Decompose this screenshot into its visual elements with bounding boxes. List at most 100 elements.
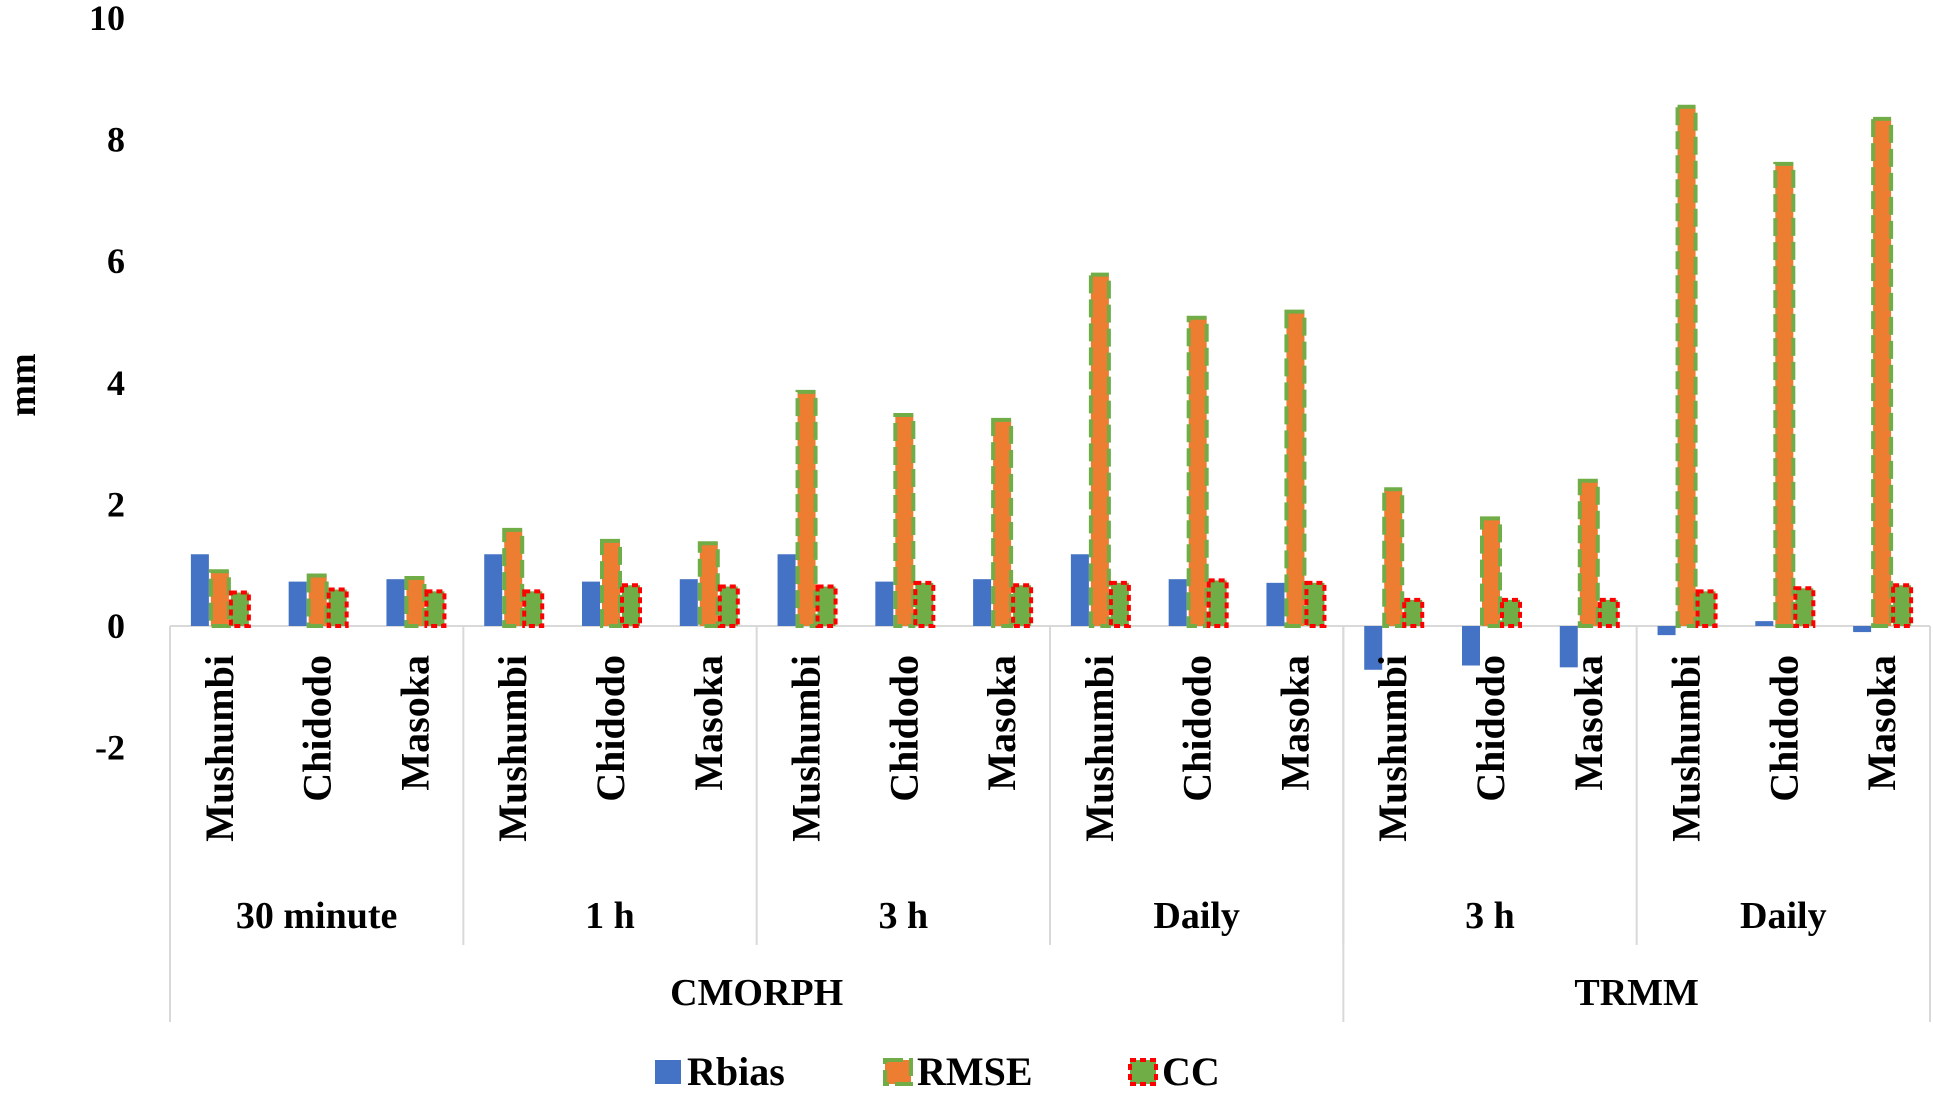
- bar-rmse: [306, 573, 329, 629]
- bar-rbias: [1070, 554, 1089, 626]
- bar-cc: [1011, 583, 1034, 628]
- bar-rmse: [1871, 116, 1894, 628]
- station-label: Masoka: [392, 655, 437, 791]
- bar-cc: [1402, 597, 1425, 629]
- resolution-label: 1 h: [585, 895, 635, 937]
- station-label: Chidodo: [295, 655, 340, 802]
- bar-cc: [1891, 583, 1914, 628]
- station-label: Masoka: [686, 655, 731, 791]
- bar-rbias: [190, 554, 209, 626]
- station-label: Chidodo: [1468, 655, 1513, 802]
- bar-cc: [326, 587, 349, 629]
- bar-cc: [1695, 589, 1718, 628]
- bar-rmse: [208, 569, 231, 629]
- bar-rmse: [1382, 487, 1405, 629]
- station-label: Mushumbi: [1077, 655, 1122, 842]
- station-label: Masoka: [979, 655, 1024, 791]
- legend-label: Rbias: [687, 1049, 785, 1091]
- bar-rbias: [1657, 626, 1676, 636]
- legend-swatch-cc: [1128, 1058, 1158, 1086]
- station-label: Masoka: [1272, 655, 1317, 791]
- bar-rmse: [1088, 272, 1111, 628]
- bar-cc: [815, 584, 838, 628]
- resolution-label: Daily: [1740, 895, 1827, 937]
- bar-cc: [228, 590, 251, 628]
- station-label: Chidodo: [588, 655, 633, 802]
- y-tick-label: 4: [107, 363, 125, 403]
- bar-rbias: [1462, 626, 1480, 666]
- station-label: Mushumbi: [1664, 655, 1709, 842]
- bar-rbias: [679, 579, 698, 626]
- bar-rbias: [386, 579, 405, 626]
- station-label: Chidodo: [1175, 655, 1220, 802]
- bar-rmse: [991, 417, 1014, 628]
- bar-rbias: [1755, 621, 1774, 626]
- product-label: TRMM: [1574, 972, 1699, 1014]
- y-tick-label: -2: [95, 728, 125, 768]
- legend-swatch-rmse: [883, 1058, 913, 1086]
- y-tick-label: 6: [107, 241, 125, 281]
- bar-cc: [913, 580, 936, 628]
- y-tick-label: 10: [89, 0, 125, 38]
- bar-rbias: [1559, 626, 1578, 668]
- bar-rmse: [404, 575, 427, 629]
- bar-rbias: [973, 579, 992, 626]
- bar-rmse: [502, 527, 525, 628]
- bar-rmse: [1577, 478, 1600, 628]
- bar-rmse: [1773, 161, 1796, 628]
- bar-rbias: [875, 581, 894, 626]
- bar-rbias: [1364, 626, 1383, 670]
- bar-rmse: [1186, 315, 1209, 628]
- bar-cc: [1108, 580, 1131, 628]
- bar-cc: [1500, 597, 1522, 629]
- bar-rmse: [1675, 104, 1698, 628]
- bar-rbias: [582, 581, 600, 626]
- resolution-label: 30 minute: [236, 895, 398, 937]
- bar-cc: [717, 584, 740, 628]
- bar-rmse: [697, 541, 720, 629]
- station-label: Mushumbi: [784, 655, 829, 842]
- bar-rbias: [1266, 582, 1285, 626]
- resolution-label: 3 h: [879, 895, 929, 937]
- bar-rmse: [1480, 516, 1502, 628]
- bar-rbias: [777, 554, 796, 626]
- bar-rbias: [1168, 579, 1187, 626]
- y-axis-label: mm: [2, 353, 44, 416]
- bars: [190, 104, 1914, 670]
- bar-rbias: [1853, 626, 1872, 633]
- bar-cc: [1597, 597, 1620, 629]
- resolution-label: 3 h: [1465, 895, 1515, 937]
- bar-rmse: [600, 538, 622, 629]
- bar-cc: [1793, 586, 1816, 629]
- bar-rmse: [795, 389, 818, 629]
- legend: Rbias RMSE CC: [655, 1049, 1220, 1094]
- axes: [169, 625, 1931, 1022]
- bar-rbias: [484, 554, 503, 626]
- bar-rmse: [1284, 309, 1307, 628]
- y-tick-label: 0: [107, 606, 125, 646]
- y-axis-ticks: -2 0 2 4 6 8 10: [89, 0, 125, 768]
- product-label: CMORPH: [670, 972, 843, 1014]
- y-tick-label: 8: [107, 120, 125, 160]
- y-tick-label: 2: [107, 484, 125, 524]
- bar-cc: [1304, 580, 1327, 628]
- bar-rmse: [893, 413, 916, 628]
- station-label: Masoka: [1859, 655, 1904, 791]
- station-label: Mushumbi: [1370, 655, 1415, 842]
- station-label: Masoka: [1566, 655, 1611, 791]
- legend-label: CC: [1162, 1049, 1220, 1091]
- bar-cc: [1206, 578, 1229, 629]
- legend-label: RMSE: [917, 1049, 1033, 1091]
- resolution-label: Daily: [1153, 895, 1240, 937]
- bar-rbias: [288, 581, 307, 626]
- legend-swatch-rbias: [655, 1060, 681, 1084]
- station-label: Chidodo: [1761, 655, 1806, 802]
- bar-cc: [522, 589, 545, 628]
- x-axis-labels: 30 minute 1 h 3 h Daily CMORPH 3 h Daily TRMM Mu…: [197, 655, 1904, 1014]
- bar-cc: [620, 583, 642, 628]
- station-label: Mushumbi: [197, 655, 242, 842]
- station-label: Mushumbi: [490, 655, 535, 842]
- station-label: Chidodo: [881, 655, 926, 802]
- bar-cc: [424, 589, 447, 628]
